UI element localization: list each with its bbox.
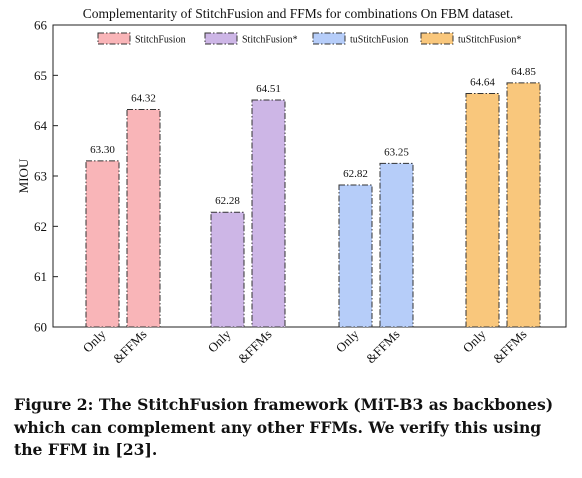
y-tick-label: 60 [34,320,47,335]
data-label: 64.51 [256,83,281,95]
data-label: 62.82 [343,168,368,180]
x-tick-label: Only [333,326,362,355]
bar [126,109,161,328]
chart-title: Complementarity of StitchFusion and FFMs… [83,6,513,21]
data-label: 64.85 [511,66,536,78]
data-label: 64.32 [131,93,156,105]
legend-label: StitchFusion [135,35,186,46]
x-tick-label: &FFMs [110,327,150,367]
data-label: 62.28 [215,195,240,207]
data-label: 64.64 [470,76,495,88]
legend-swatch [420,32,454,45]
plot-area: 60 61 62 63 64 65 66 63.30 Only 64.32&FFMs 62.28 On… [34,18,567,367]
bar [465,92,500,328]
y-tick-label: 65 [34,68,47,83]
y-tick-label: 63 [34,169,47,184]
x-tick-label: Only [460,326,489,355]
bar-chart: Complementarity of StitchFusion and FFMs… [16,6,567,367]
figure-caption: Figure 2: The StitchFusion framework (Mi… [14,395,554,459]
bar [379,162,414,328]
x-tick-label: &FFMs [363,327,403,367]
legend-swatch [97,32,131,45]
bar [338,184,373,328]
bar [210,211,245,328]
x-tick-label: &FFMs [490,327,530,367]
y-axis-label: MIOU [16,158,31,193]
data-label: 63.30 [90,144,115,156]
y-tick-label: 64 [34,118,48,133]
legend-label: tuStitchFusion* [458,35,521,46]
legend-label: StitchFusion* [242,35,298,46]
legend-swatch [312,32,346,45]
bar [506,82,541,328]
bar [85,160,120,328]
x-tick-label: Only [80,326,109,355]
legend-label: tuStitchFusion [350,35,408,46]
y-tick-label: 66 [34,18,48,33]
bar [251,99,286,328]
y-tick-label: 62 [34,219,47,234]
legend-swatch [204,32,238,45]
y-tick-label: 61 [34,269,47,284]
data-label: 63.25 [384,146,409,158]
x-tick-label: Only [205,326,234,355]
x-tick-label: &FFMs [235,327,275,367]
